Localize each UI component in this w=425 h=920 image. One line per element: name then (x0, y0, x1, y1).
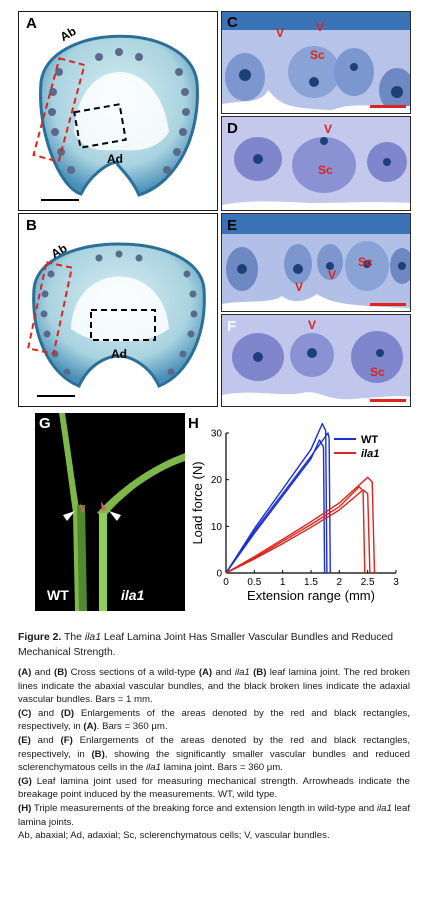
panel-c-v-mark-1: V (276, 26, 285, 40)
caption-title: Figure 2. The ila1 Leaf Lamina Joint Has… (18, 630, 410, 660)
panel-d-label: D (227, 120, 238, 137)
x-tick-label-2: 1 (280, 577, 286, 588)
panel-g-label: G (39, 415, 51, 432)
panel-e-sc-mark: Sc (358, 255, 373, 269)
caption-paragraph-h: (H) Triple measurements of the breaking … (18, 802, 410, 828)
legend-label-WT: WT (361, 434, 378, 446)
panel-a-label: A (26, 15, 37, 32)
panel-e-scale-bar (370, 303, 406, 306)
legend-label-ila1: ila1 (361, 448, 379, 460)
panel-c: C V V Sc (221, 11, 411, 114)
panel-f: F V Sc (221, 314, 411, 407)
panel-f-micrograph (222, 315, 410, 406)
y-tick-label-3: 30 (211, 429, 223, 440)
panel-g-wt-label: WT (47, 587, 69, 603)
figure-caption: Figure 2. The ila1 Leaf Lamina Joint Has… (18, 630, 410, 843)
series-line-WT-1 (225, 422, 328, 574)
panel-c-micrograph (222, 12, 410, 113)
panel-a-cross-section (32, 34, 199, 197)
y-tick-label-1: 10 (211, 522, 223, 533)
caption-paragraph-ef: (E) and (F) Enlargements of the areas de… (18, 734, 410, 774)
y-axis-label: Load force (N) (190, 461, 205, 544)
caption-abbreviations: Ab, abaxial; Ad, adaxial; Sc, sclerenchy… (18, 830, 330, 842)
panel-f-scale-bar (370, 399, 406, 402)
y-tick-label-2: 20 (211, 475, 223, 486)
panel-c-sc-mark: Sc (310, 48, 325, 62)
x-axis-label: Extension range (mm) (247, 588, 375, 603)
panel-e-v-mark-2: V (295, 280, 304, 294)
panel-g: G WT ila1 (35, 413, 185, 611)
panel-c-scale-bar (370, 105, 406, 108)
panel-b-adaxial-label: Ad (111, 347, 127, 361)
panel-e-micrograph (222, 214, 410, 311)
x-tick-label-1: 0.5 (247, 577, 261, 588)
caption-figure-number: Figure 2. (18, 632, 62, 643)
panel-e: E Sc V V (221, 213, 411, 312)
panel-b-scale-bar (37, 395, 75, 397)
panel-g-ila1-label: ila1 (121, 587, 145, 603)
panel-b-label: B (26, 217, 37, 234)
caption-paragraph-ab: (A) and (B) Cross sections of a wild-typ… (18, 667, 410, 706)
panel-a-scale-bar (41, 199, 79, 201)
series-line-ila1-4 (225, 476, 376, 574)
x-tick-label-6: 3 (393, 577, 399, 588)
panel-d-v-mark: V (324, 122, 333, 136)
x-tick-label-4: 2 (337, 577, 343, 588)
panel-d-sc-mark: Sc (318, 163, 333, 177)
panel-g-photo (59, 413, 185, 611)
x-tick-label-0: 0 (223, 577, 229, 588)
panel-d-micrograph (222, 117, 410, 210)
panel-f-v-mark: V (308, 318, 317, 332)
panel-a-adaxial-label: Ad (107, 152, 123, 166)
panel-f-sc-mark: Sc (370, 365, 385, 379)
panel-e-v-mark-1: V (328, 268, 337, 282)
caption-title-text-2: Leaf Lamina Joint Has Smaller Vascular B… (18, 632, 394, 658)
panel-a: A Ab Ad (18, 11, 218, 211)
panel-d: D V Sc (221, 116, 411, 211)
panel-c-label: C (227, 14, 238, 31)
panel-c-v-mark-2: V (316, 20, 325, 34)
caption-paragraph-g: (G) Leaf lamina joint used for measuring… (18, 775, 410, 801)
panel-h: H 0 0.5 1 1.5 2 2.5 3 0 10 20 30 Extension range (m… (186, 413, 416, 617)
series-line-WT-3 (225, 439, 326, 574)
panel-h-label: H (188, 415, 199, 432)
x-tick-label-5: 2.5 (361, 577, 375, 588)
panel-b: B Ab Ad (18, 213, 218, 407)
caption-title-gene: ila1 (84, 632, 101, 643)
panel-e-label: E (227, 217, 238, 234)
caption-paragraph-cd: (C) and (D) Enlargements of the areas de… (18, 707, 410, 733)
panel-b-cross-section (26, 242, 206, 388)
series-line-WT-2 (225, 432, 331, 574)
panel-f-label: F (227, 318, 237, 335)
series-line-ila1-6 (225, 489, 371, 574)
x-tick-label-3: 1.5 (304, 577, 318, 588)
y-tick-label-0: 0 (216, 569, 222, 580)
caption-title-text: The (61, 632, 85, 643)
